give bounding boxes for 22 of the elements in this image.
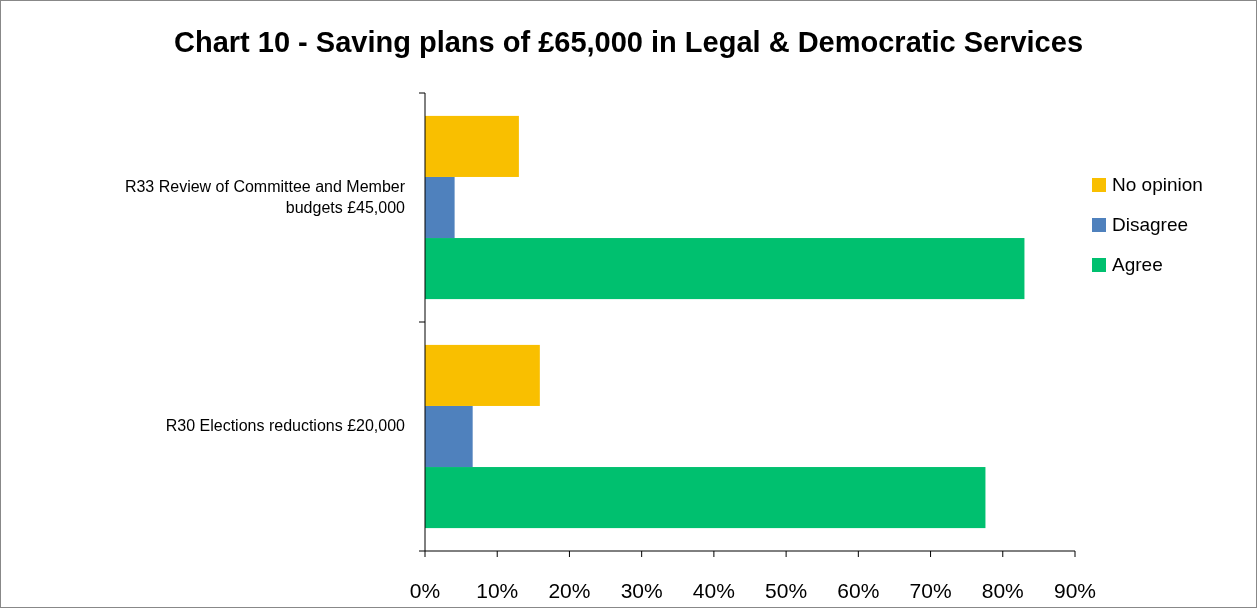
x-tick-label: 40%	[692, 579, 735, 602]
y-tick-label: R33 Review of Committee and Member budgets £45,000	[124, 177, 406, 216]
x-tick-label: 60%	[837, 579, 880, 602]
x-tick-label: 80%	[981, 579, 1024, 602]
bar	[425, 467, 986, 529]
chart-title: Chart 10 - Saving plans of £65,000 in Legal & Democratic Services	[173, 26, 1084, 58]
bar	[425, 176, 455, 239]
bar	[425, 115, 519, 177]
x-tick-label: 10%	[476, 579, 519, 602]
x-tick-label: 30%	[620, 579, 663, 602]
bar	[425, 238, 1025, 300]
bar	[425, 405, 473, 468]
y-tick-label: R30 Elections reductions £20,000	[165, 416, 406, 434]
legend-label: Disagree	[1112, 214, 1189, 235]
bar	[425, 344, 540, 406]
x-tick-label: 70%	[909, 579, 952, 602]
x-tick-label: 0%	[409, 579, 441, 602]
x-tick-label: 50%	[765, 579, 808, 602]
x-tick-label: 20%	[548, 579, 591, 602]
legend-label: No opinion	[1112, 174, 1203, 195]
x-tick-label: 90%	[1053, 579, 1097, 602]
legend-label: Agree	[1112, 254, 1163, 275]
